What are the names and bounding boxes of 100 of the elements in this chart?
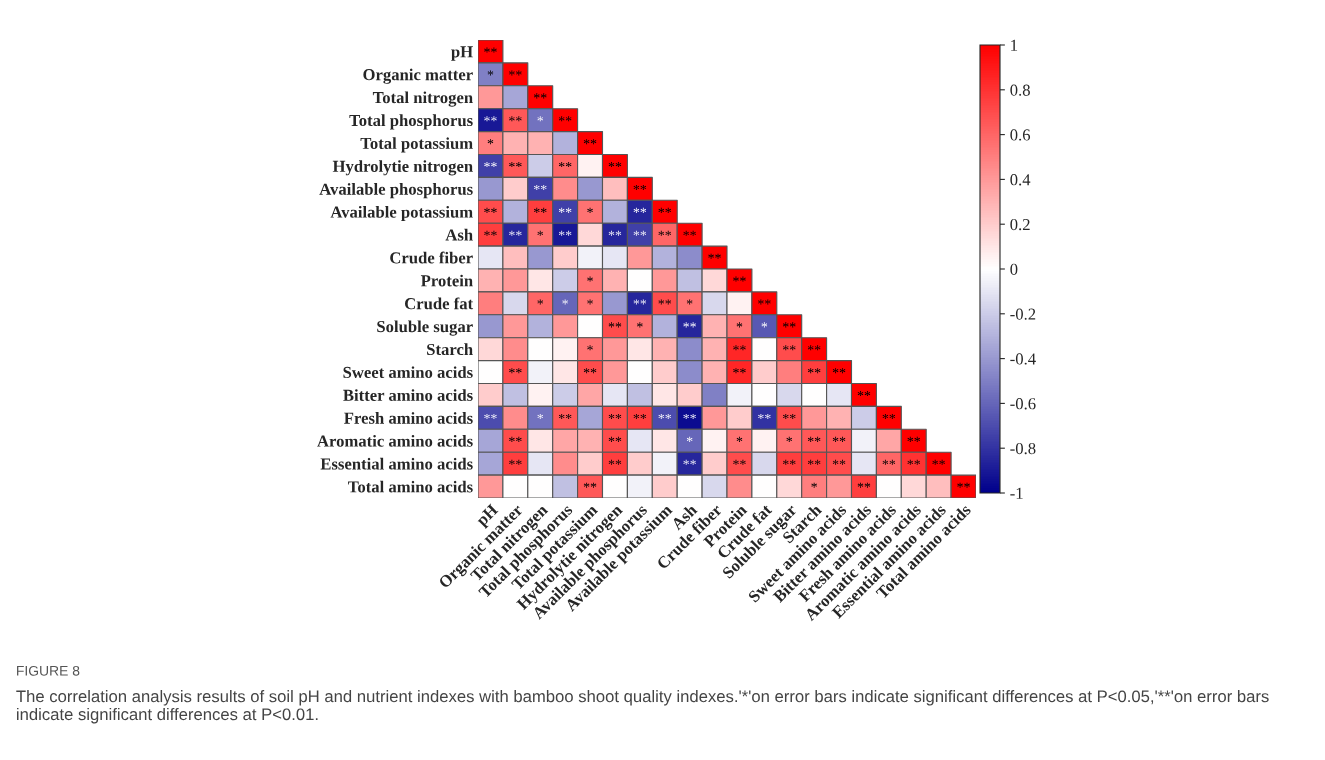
data-label: ** bbox=[509, 116, 522, 122]
data-label: ** bbox=[633, 413, 647, 420]
data-label: ** bbox=[733, 276, 746, 282]
text: The correlation analysis results of soil pH and nutrient indexes with bamboo shoot quality indexes.'*'on error bars indicate significant differences at P<0.05,'**'on error bars indicate significant differences at P<0.01. bbox=[16, 690, 1269, 724]
data-label: * bbox=[811, 482, 817, 488]
data-label: ** bbox=[782, 413, 796, 420]
y-tick-label: Protein bbox=[420, 274, 473, 287]
data-label: ** bbox=[932, 459, 945, 465]
data-label: ** bbox=[533, 207, 547, 213]
data-label: ** bbox=[957, 482, 970, 488]
y-tick-label: Crude fiber bbox=[390, 251, 473, 264]
y-tick-label: Bitter amino acids bbox=[343, 389, 473, 401]
color-bar-label: -0.4 bbox=[1010, 353, 1036, 365]
data-label: ** bbox=[608, 322, 622, 328]
data-label: ** bbox=[608, 230, 622, 236]
y-tick-label: Essential amino acids bbox=[320, 457, 473, 470]
data-label: ** bbox=[509, 230, 522, 236]
data-label: ** bbox=[708, 253, 721, 259]
data-label: * bbox=[562, 299, 568, 305]
y-tick-label: Total phosphorus bbox=[349, 114, 473, 130]
data-label: * bbox=[487, 139, 494, 145]
data-label: ** bbox=[533, 184, 547, 191]
data-label: ** bbox=[484, 230, 497, 236]
data-label: ** bbox=[683, 322, 696, 328]
data-label: * bbox=[537, 299, 544, 305]
y-tick-label: Soluble sugar bbox=[377, 320, 473, 336]
data-label: ** bbox=[832, 368, 846, 374]
data-label: ** bbox=[882, 459, 896, 465]
data-label: ** bbox=[509, 459, 522, 465]
color-bar-label: 0.4 bbox=[1010, 174, 1031, 186]
data-label: ** bbox=[758, 299, 771, 305]
text: FIGURE 8 bbox=[17, 665, 80, 676]
data-label: ** bbox=[558, 116, 572, 122]
y-tick-label: Available potassium bbox=[330, 205, 473, 222]
y-tick-label: Organic matter bbox=[363, 68, 473, 84]
y-tick-label: pH bbox=[451, 46, 473, 61]
color-bar-label: 0 bbox=[1010, 263, 1018, 275]
data-label: ** bbox=[658, 299, 672, 305]
data-label: ** bbox=[558, 207, 572, 213]
data-label: * bbox=[587, 276, 593, 282]
y-tick-label: Crude fat bbox=[404, 297, 474, 310]
color-bar-label: -0.2 bbox=[1010, 308, 1036, 320]
data-label: ** bbox=[807, 345, 821, 351]
data-label: ** bbox=[484, 413, 497, 420]
y-tick-label: Ash bbox=[445, 228, 473, 241]
color-bar-label: 0.2 bbox=[1010, 218, 1030, 231]
data-label: ** bbox=[683, 413, 696, 420]
data-label: ** bbox=[484, 162, 497, 168]
data-label: ** bbox=[583, 139, 597, 145]
data-label: ** bbox=[633, 184, 647, 191]
data-label: ** bbox=[608, 459, 622, 465]
data-label: ** bbox=[733, 345, 746, 351]
data-label: ** bbox=[807, 436, 821, 442]
data-label: ** bbox=[608, 436, 622, 442]
y-tick-label: Sweet amino acids bbox=[343, 366, 473, 378]
data-label: * bbox=[786, 436, 793, 442]
y-tick-label: Total potassium bbox=[360, 137, 473, 153]
y-tick-label: Available phosphorus bbox=[319, 183, 473, 199]
data-label: ** bbox=[633, 207, 647, 213]
data-label: ** bbox=[782, 345, 796, 351]
data-label: ** bbox=[509, 436, 522, 442]
data-label: ** bbox=[509, 368, 522, 374]
data-label: ** bbox=[733, 459, 746, 465]
data-label: ** bbox=[782, 322, 796, 328]
color-bar-label: 0.6 bbox=[1010, 129, 1031, 141]
data-label: ** bbox=[658, 230, 672, 236]
color-bar-label: 1 bbox=[1011, 39, 1018, 51]
data-label: ** bbox=[758, 413, 771, 420]
data-label: * bbox=[587, 345, 593, 351]
data-label: * bbox=[736, 436, 743, 442]
data-label: ** bbox=[832, 459, 846, 465]
data-label: ** bbox=[509, 70, 522, 76]
data-label: ** bbox=[533, 93, 547, 99]
data-label: * bbox=[761, 322, 768, 328]
data-label: * bbox=[587, 299, 593, 305]
y-tick-label: Aromatic amino acids bbox=[317, 434, 473, 447]
data-label: * bbox=[637, 322, 643, 328]
data-label: ** bbox=[608, 413, 622, 420]
data-label: ** bbox=[807, 368, 821, 374]
y-tick-label: Total amino acids bbox=[348, 480, 473, 493]
data-label: ** bbox=[558, 162, 572, 168]
color-bar-label: -1 bbox=[1010, 487, 1023, 499]
data-label: * bbox=[686, 436, 693, 442]
data-label: * bbox=[537, 413, 544, 420]
y-tick-label: Starch bbox=[427, 343, 473, 356]
data-label: ** bbox=[658, 207, 672, 213]
data-label: ** bbox=[484, 116, 497, 122]
data-label: ** bbox=[683, 459, 696, 465]
data-label: ** bbox=[907, 459, 921, 465]
data-label: ** bbox=[683, 230, 696, 236]
data-label: ** bbox=[857, 391, 871, 397]
data-label: ** bbox=[857, 482, 871, 488]
y-tick-label: Hydrolytie nitrogen bbox=[332, 160, 473, 176]
data-label: * bbox=[487, 70, 494, 76]
color-bar-label: 0.8 bbox=[1010, 84, 1030, 96]
y-tick-label: Total nitrogen bbox=[372, 91, 473, 107]
data-label: ** bbox=[782, 459, 796, 465]
data-label: ** bbox=[583, 368, 597, 374]
data-label: ** bbox=[484, 47, 497, 53]
data-label: ** bbox=[733, 368, 746, 374]
